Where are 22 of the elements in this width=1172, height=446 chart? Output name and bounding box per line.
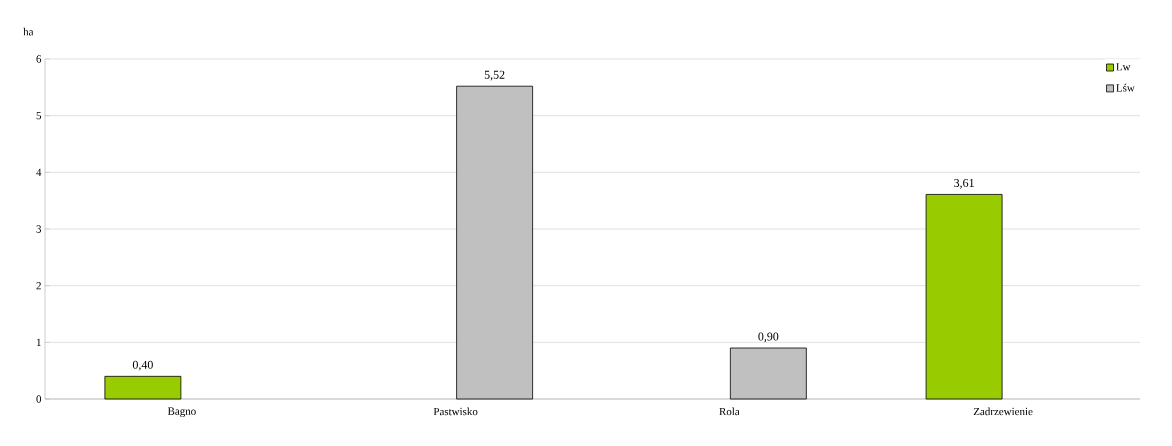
data-label: 0,90 bbox=[758, 332, 779, 343]
x-tick-label: Pastwisko bbox=[433, 407, 478, 416]
y-tick-label: 1 bbox=[36, 338, 41, 346]
y-tick-label: 2 bbox=[36, 282, 41, 290]
y-tick-label: 6 bbox=[36, 55, 42, 63]
y-tick-label: 3 bbox=[36, 225, 42, 233]
data-label: 0,40 bbox=[132, 360, 153, 371]
bar bbox=[925, 194, 1003, 400]
y-tick-label: 5 bbox=[36, 112, 42, 120]
data-label: 5,52 bbox=[484, 70, 505, 81]
y-tick-label: 0 bbox=[36, 395, 42, 403]
x-tick-label: Bagno bbox=[167, 407, 196, 418]
bar bbox=[729, 347, 807, 400]
x-tick-label: Zadrzewienie bbox=[973, 407, 1033, 416]
y-tick-label: 4 bbox=[36, 168, 42, 176]
x-tick-label: Rola bbox=[719, 407, 740, 416]
bar bbox=[104, 375, 182, 400]
bar bbox=[456, 85, 534, 400]
y-axis-title: ha bbox=[23, 27, 34, 36]
legend-label: Lw bbox=[1116, 63, 1131, 71]
legend-label: Lśw bbox=[1116, 83, 1135, 92]
data-label: 3,61 bbox=[954, 178, 974, 189]
